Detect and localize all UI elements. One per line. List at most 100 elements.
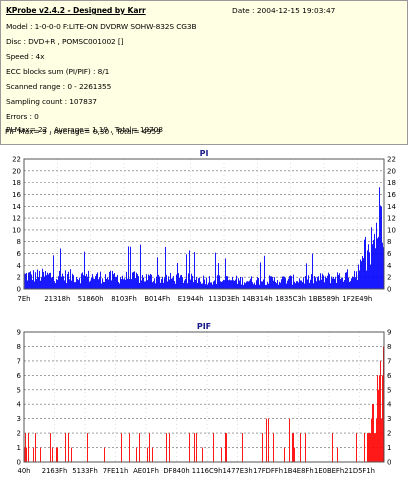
- data-bar: [156, 276, 157, 289]
- data-bar: [333, 277, 334, 289]
- data-bar: [371, 227, 372, 289]
- data-bar: [321, 279, 322, 289]
- x-tick-label: 21318h: [44, 295, 70, 303]
- data-bar: [152, 447, 153, 462]
- data-bar: [236, 275, 237, 289]
- data-bar: [327, 275, 328, 289]
- data-bar: [377, 375, 378, 462]
- sampling-count-line: Sampling count : 107837: [6, 97, 97, 106]
- y-tick-label-left: 14: [12, 203, 21, 211]
- data-bar: [139, 433, 140, 462]
- y-tick-label-right: 16: [387, 191, 396, 199]
- data-bar: [368, 244, 369, 289]
- data-bar: [101, 283, 102, 289]
- data-bar: [26, 447, 27, 462]
- data-bar: [56, 447, 57, 462]
- y-tick-label-left: 12: [12, 215, 21, 223]
- data-bar: [216, 284, 217, 289]
- data-bar: [104, 281, 105, 289]
- data-bar: [281, 279, 282, 289]
- plot-frame: [23, 331, 385, 463]
- data-bar: [295, 283, 296, 289]
- data-bar: [369, 252, 370, 289]
- y-tick-label-left: 16: [12, 191, 21, 199]
- data-bar: [287, 280, 288, 289]
- data-bar: [231, 280, 232, 289]
- data-bar: [375, 248, 376, 289]
- data-bar: [197, 282, 198, 289]
- x-tick-label: 14B314h: [242, 295, 273, 303]
- data-bar: [95, 276, 96, 289]
- data-bar: [328, 272, 329, 289]
- data-bar: [373, 404, 374, 462]
- data-bar: [195, 280, 196, 289]
- data-bar: [341, 278, 342, 289]
- data-bar: [271, 276, 272, 289]
- data-bar: [57, 447, 58, 462]
- data-bar: [370, 433, 371, 462]
- data-bar: [376, 418, 377, 462]
- data-bar: [339, 273, 340, 289]
- data-bar: [359, 270, 360, 289]
- y-tick-label-right: 0: [387, 459, 391, 467]
- data-bar: [358, 264, 359, 289]
- data-bar: [219, 275, 220, 289]
- data-bar: [340, 279, 341, 289]
- data-bar: [29, 272, 30, 289]
- pif-chart-panel: PIF 0 0 1 1 2 2 3 3 4 4 5 5 6 6 7 7 8 8 9 9 40h 2163Fh 5133Fh 7F…: [0, 314, 408, 480]
- data-bar: [317, 277, 318, 289]
- data-bar: [347, 269, 348, 289]
- y-tick-label-left: 2: [17, 274, 21, 282]
- data-bar: [168, 276, 169, 289]
- data-bar: [376, 222, 377, 289]
- data-bar: [209, 276, 210, 289]
- data-bar: [199, 277, 200, 289]
- data-bar: [110, 270, 111, 289]
- data-bar: [75, 282, 76, 289]
- data-bar: [268, 283, 269, 289]
- data-bar: [189, 250, 190, 289]
- data-bar: [318, 276, 319, 289]
- data-bar: [121, 433, 122, 462]
- data-bar: [326, 278, 327, 289]
- data-bar: [361, 261, 362, 289]
- data-bar: [147, 447, 148, 462]
- data-bar: [51, 277, 52, 289]
- data-bar: [238, 278, 239, 289]
- y-tick-label-left: 4: [17, 262, 22, 270]
- data-bar: [374, 234, 375, 289]
- data-bar: [178, 273, 179, 289]
- data-bar: [33, 270, 34, 289]
- data-bar: [365, 236, 366, 289]
- scan-date: Date : 2004-12-15 19:03:47: [232, 6, 336, 15]
- data-bar: [80, 283, 81, 289]
- data-bar: [91, 277, 92, 289]
- data-bar: [35, 272, 36, 289]
- data-bar: [262, 281, 263, 289]
- data-bar: [288, 278, 289, 289]
- y-tick-label-left: 2: [17, 430, 21, 438]
- data-bar: [108, 279, 109, 289]
- data-bar: [48, 274, 49, 289]
- x-tick-label: 113D3Eh: [208, 295, 239, 303]
- data-bar: [92, 274, 93, 289]
- data-bar: [247, 281, 248, 289]
- data-bar: [135, 278, 136, 289]
- data-bar: [186, 254, 187, 289]
- data-bar: [170, 272, 171, 289]
- data-bar: [256, 280, 257, 289]
- data-bar: [33, 447, 34, 462]
- data-bar: [83, 275, 84, 289]
- data-bar: [285, 278, 286, 289]
- x-tick-label: 1BB589h: [309, 295, 340, 303]
- data-bar: [169, 279, 170, 289]
- data-bar: [371, 418, 372, 462]
- data-bar: [253, 284, 254, 289]
- data-bar: [337, 447, 338, 462]
- data-bar: [242, 277, 243, 289]
- data-bar: [196, 277, 197, 289]
- x-tick-label: B014Fh: [144, 295, 170, 303]
- y-tick-label-right: 2: [387, 274, 391, 282]
- data-bar: [269, 275, 270, 289]
